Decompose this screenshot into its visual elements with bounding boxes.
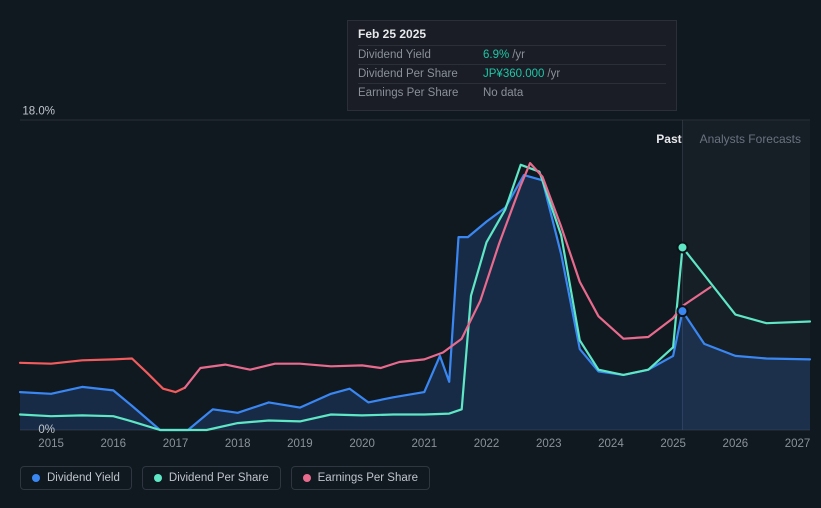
- legend-label: Dividend Per Share: [169, 472, 269, 484]
- x-axis-tick: 2016: [101, 438, 127, 450]
- chart-legend: Dividend Yield Dividend Per Share Earnings…: [20, 466, 430, 490]
- x-axis-tick: 2020: [349, 438, 375, 450]
- x-axis-tick: 2025: [660, 438, 686, 450]
- tooltip-value: JP¥360.000: [483, 68, 544, 80]
- legend-label: Earnings Per Share: [318, 472, 418, 484]
- y-axis-tick: 18.0%: [22, 106, 55, 118]
- legend-dot-icon: [303, 474, 311, 482]
- legend-label: Dividend Yield: [47, 472, 120, 484]
- dividend-chart-container: Feb 25 2025 Dividend Yield6.9% /yrDivide…: [0, 0, 821, 508]
- plot-area[interactable]: 0%18.0% 20152016201720182019202020212022…: [20, 120, 810, 430]
- x-axis-tick: 2018: [225, 438, 251, 450]
- legend-dot-icon: [32, 474, 40, 482]
- chart-svg: [20, 120, 810, 430]
- legend-item-earnings-per-share[interactable]: Earnings Per Share: [291, 466, 430, 490]
- x-axis-tick: 2024: [598, 438, 624, 450]
- x-axis-tick: 2015: [38, 438, 64, 450]
- tooltip-row: Earnings Per ShareNo data: [358, 83, 666, 102]
- x-axis-tick: 2022: [474, 438, 500, 450]
- tooltip-label: Dividend Yield: [358, 49, 483, 61]
- tab-analysts-forecasts[interactable]: Analysts Forecasts: [700, 132, 801, 146]
- x-axis-tick: 2019: [287, 438, 313, 450]
- x-axis-tick: 2027: [785, 438, 811, 450]
- tooltip-value: 6.9%: [483, 49, 509, 61]
- tooltip-suffix: /yr: [547, 68, 560, 80]
- tooltip-label: Dividend Per Share: [358, 68, 483, 80]
- tooltip-row: Dividend Per ShareJP¥360.000 /yr: [358, 64, 666, 83]
- x-axis-tick: 2017: [163, 438, 189, 450]
- legend-item-dividend-yield[interactable]: Dividend Yield: [20, 466, 132, 490]
- tooltip-date: Feb 25 2025: [358, 27, 666, 41]
- chart-tabs: Past Analysts Forecasts: [656, 132, 801, 146]
- y-axis-tick: 0%: [38, 424, 55, 436]
- legend-item-dividend-per-share[interactable]: Dividend Per Share: [142, 466, 281, 490]
- tooltip-suffix: /yr: [512, 49, 525, 61]
- tooltip-label: Earnings Per Share: [358, 87, 483, 99]
- tab-past[interactable]: Past: [656, 132, 681, 146]
- x-axis-tick: 2023: [536, 438, 562, 450]
- x-axis-tick: 2026: [723, 438, 749, 450]
- x-axis-tick: 2021: [412, 438, 438, 450]
- tooltip-nodata: No data: [483, 87, 523, 99]
- legend-dot-icon: [154, 474, 162, 482]
- tooltip-row: Dividend Yield6.9% /yr: [358, 45, 666, 64]
- chart-tooltip: Feb 25 2025 Dividend Yield6.9% /yrDivide…: [347, 20, 677, 111]
